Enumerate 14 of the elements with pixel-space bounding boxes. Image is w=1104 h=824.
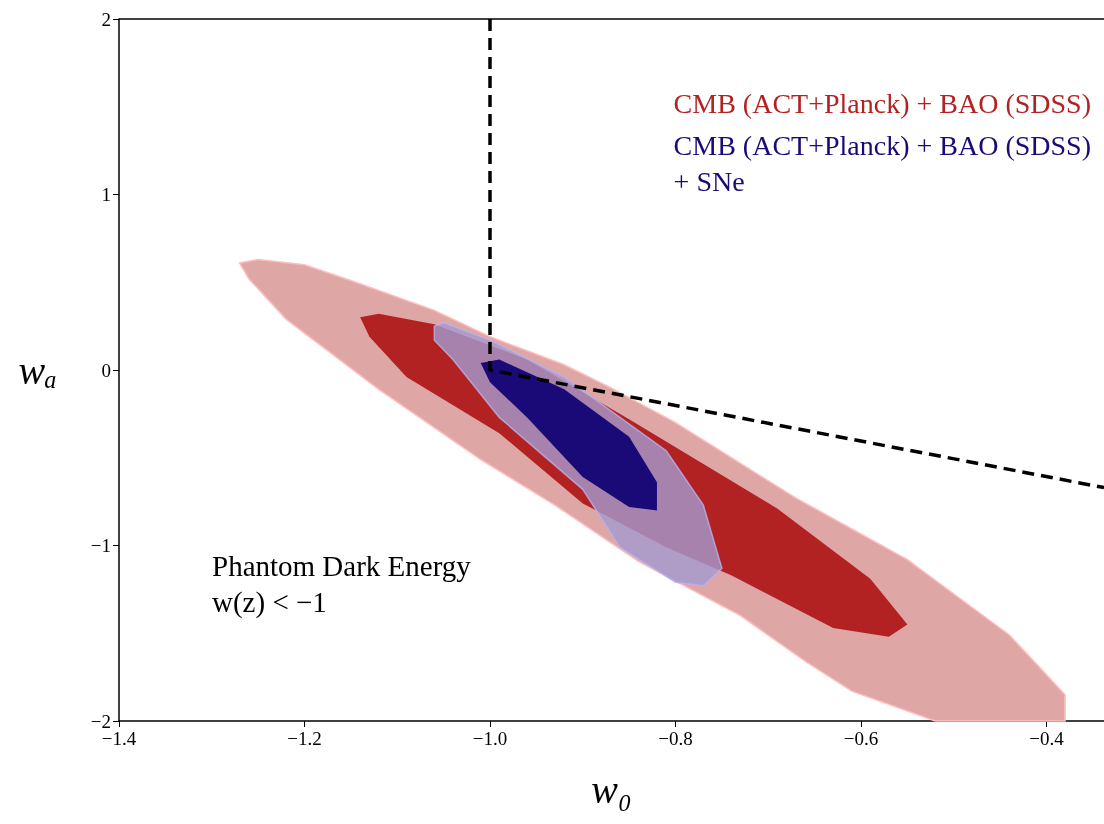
y-tick-label: 2: [101, 8, 111, 30]
y-tick-label: 1: [101, 184, 111, 205]
x-axis-title: w₀: [591, 766, 632, 812]
x-tick-label: −0.4: [1029, 728, 1065, 749]
annotation: Phantom Dark Energy w(z) < −1: [212, 550, 472, 619]
y-axis-title: wₐ: [18, 347, 57, 393]
x-tick-label: −1.2: [287, 728, 322, 749]
x-tick-label: −1.0: [472, 728, 508, 749]
y-tick-label: 0: [101, 359, 111, 381]
x-tick-label: −0.6: [843, 728, 879, 749]
x-tick-label: −0.8: [658, 728, 693, 749]
text: CMB (ACT+Planck) + BAO (SDSS) + SNe: [673, 129, 1091, 197]
text: CMB (ACT+Planck) + BAO (SDSS): [673, 87, 1091, 119]
y-tick-label: −1: [90, 535, 111, 556]
